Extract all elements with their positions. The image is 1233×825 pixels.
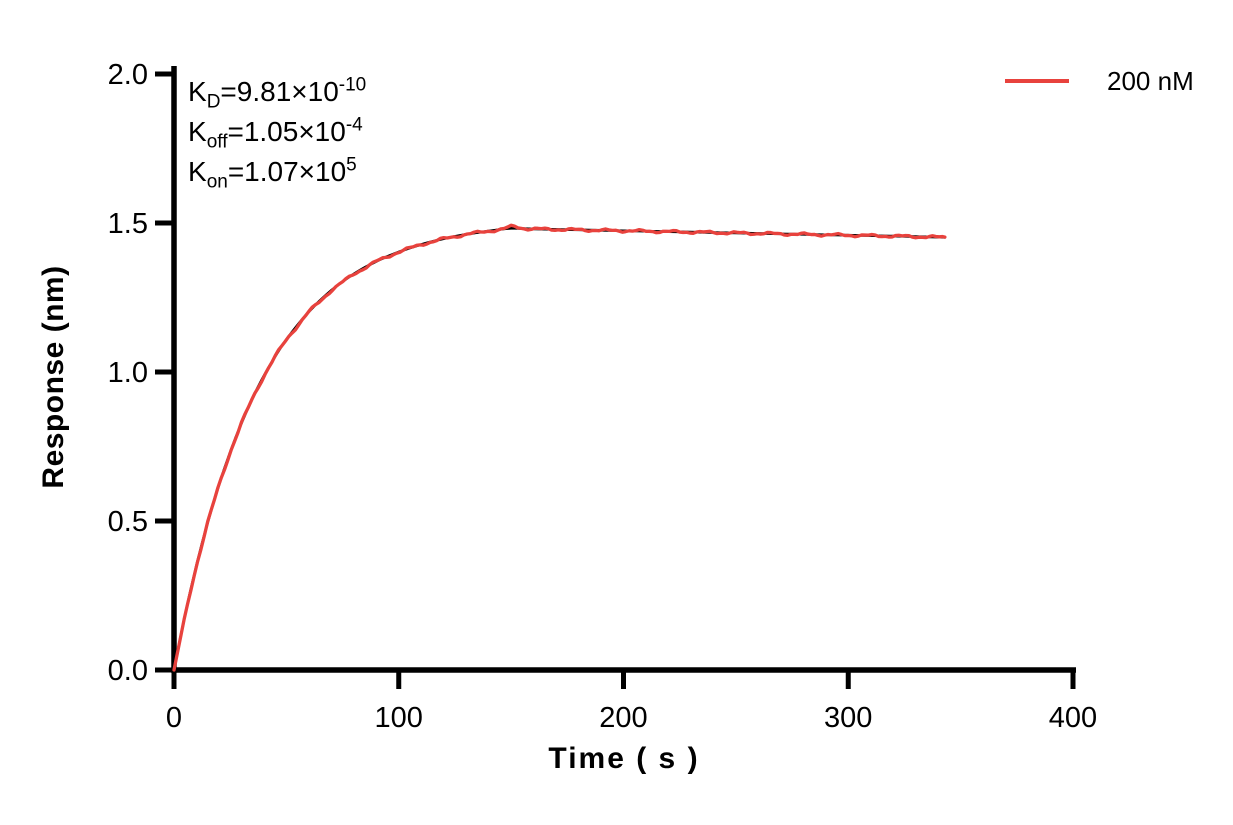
kinetics-line-1: Koff=1.05×10-4 bbox=[188, 114, 363, 153]
y-axis-title: Response (nm) bbox=[37, 265, 70, 489]
legend: 200 nM bbox=[1005, 66, 1194, 96]
y-tick-label: 1.0 bbox=[108, 357, 148, 389]
kinetics-line-2: Kon=1.07×105 bbox=[188, 154, 357, 193]
x-tick-label: 400 bbox=[1049, 702, 1097, 734]
kinetics-line-0: KD=9.81×10-10 bbox=[188, 74, 367, 113]
legend-line-swatch bbox=[1005, 79, 1069, 83]
y-tick-label: 0.0 bbox=[108, 655, 148, 687]
x-tick-label: 300 bbox=[824, 702, 872, 734]
x-axis-title: Time ( s ) bbox=[548, 742, 700, 775]
y-tick-label: 1.5 bbox=[108, 208, 148, 240]
kinetics-annotation: KD=9.81×10-10 Koff=1.05×10-4 Kon=1.07×105 bbox=[188, 72, 366, 192]
data-curve-200nM bbox=[172, 223, 947, 672]
y-tick-label: 2.0 bbox=[108, 59, 148, 91]
x-tick-label: 100 bbox=[375, 702, 423, 734]
x-tick-label: 0 bbox=[166, 702, 182, 734]
legend-label: 200 nM bbox=[1107, 66, 1194, 96]
fit-curve bbox=[172, 226, 947, 672]
y-tick-label: 0.5 bbox=[108, 506, 148, 538]
x-tick-label: 200 bbox=[599, 702, 647, 734]
